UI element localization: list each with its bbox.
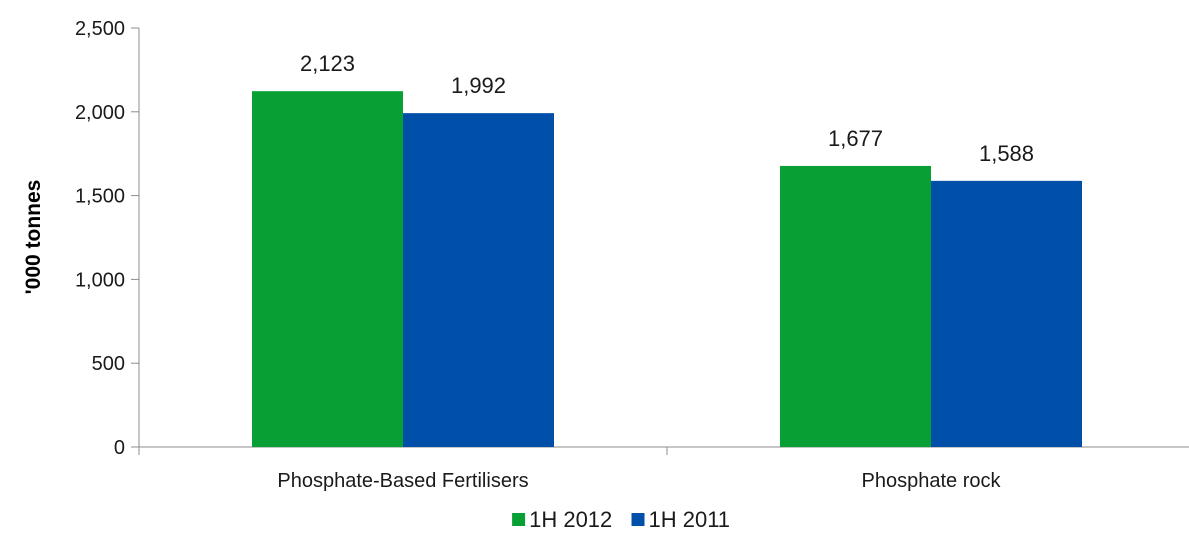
bar-series-1 — [780, 165, 931, 447]
legend: 1H 2012 1H 2011 — [512, 507, 730, 532]
bars — [252, 91, 1082, 447]
data-label: 1,677 — [828, 126, 883, 151]
y-axis-title: '000 tonnes — [22, 180, 45, 295]
bar-series-1 — [252, 91, 403, 447]
y-tick-label: 500 — [92, 353, 125, 375]
legend-swatch — [512, 513, 526, 526]
y-tick-label: 2,000 — [75, 102, 125, 124]
x-tick-label: Phosphate rock — [862, 470, 1002, 492]
data-label: 1,992 — [451, 73, 506, 98]
legend-label: 1H 2011 — [649, 507, 731, 532]
y-tick-label: 0 — [114, 437, 125, 459]
legend-label: 1H 2012 — [529, 507, 612, 532]
y-tick-label: 1,000 — [75, 269, 125, 291]
x-tick-label: Phosphate-Based Fertilisers — [277, 470, 528, 492]
bar-series-2 — [403, 113, 554, 447]
data-label: 1,588 — [979, 141, 1034, 166]
bar-series-2 — [931, 180, 1082, 447]
y-tick-label: 1,500 — [75, 186, 125, 208]
y-tick-label: 2,500 — [75, 18, 125, 40]
legend-swatch — [631, 513, 645, 526]
data-label: 2,123 — [300, 51, 355, 76]
y-axis: 0 500 1,000 1,500 2,000 2,500 — [75, 18, 140, 459]
x-axis: Phosphate-Based Fertilisers Phosphate roc… — [138, 446, 1189, 492]
data-labels: 2,123 1,992 1,677 1,588 — [300, 51, 1034, 166]
